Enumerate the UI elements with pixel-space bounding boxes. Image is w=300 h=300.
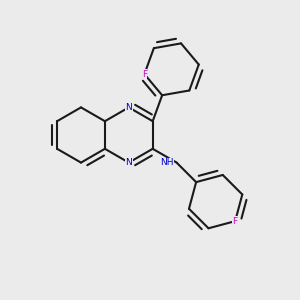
Text: N: N (125, 103, 132, 112)
Text: N: N (125, 158, 132, 167)
Text: F: F (232, 217, 238, 226)
Text: NH: NH (160, 158, 174, 167)
Text: F: F (142, 70, 147, 79)
